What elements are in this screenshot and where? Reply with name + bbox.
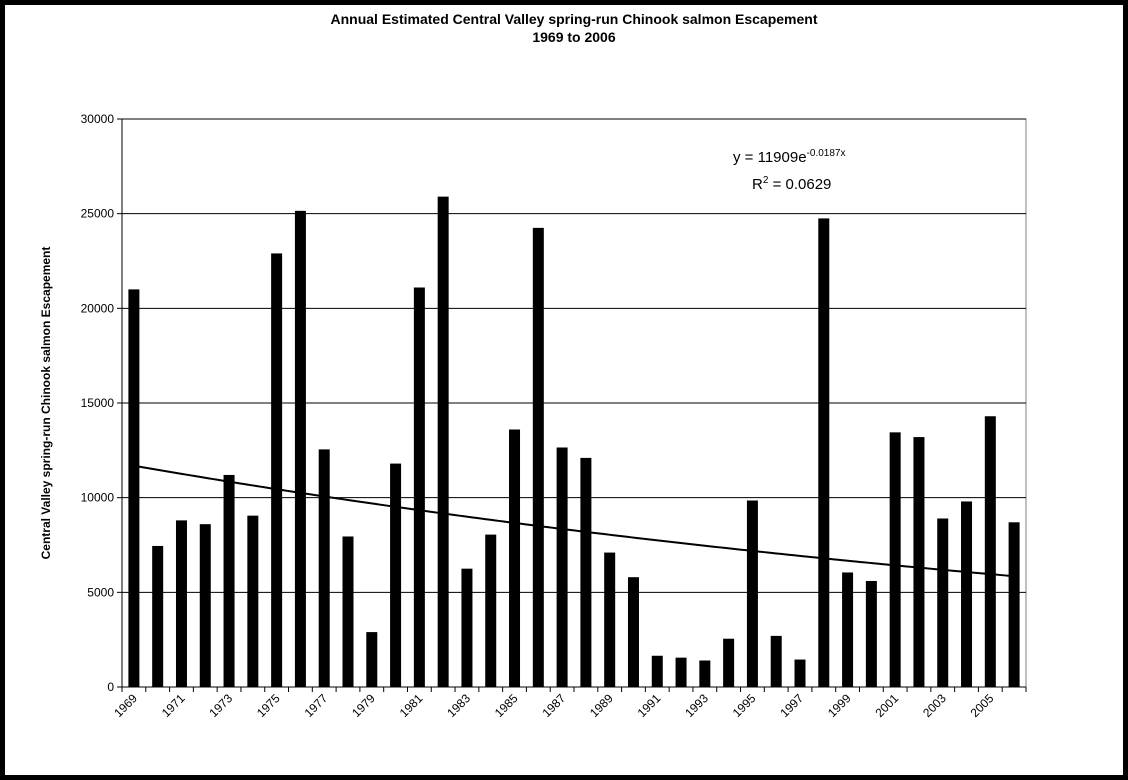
bar	[937, 518, 949, 687]
r-squared-label: R	[752, 176, 763, 193]
chart-title: Annual Estimated Central Valley spring-r…	[331, 11, 818, 27]
y-tick-label: 30000	[81, 112, 115, 126]
bar	[318, 449, 330, 687]
bar	[223, 474, 235, 687]
bar	[390, 463, 402, 687]
y-tick-label: 15000	[81, 396, 115, 410]
bar	[532, 227, 544, 687]
bar	[770, 635, 782, 687]
bar	[889, 432, 901, 687]
bar	[556, 447, 568, 687]
bar	[485, 534, 497, 687]
chart-subtitle: 1969 to 2006	[532, 29, 615, 45]
bar	[175, 520, 187, 687]
bar	[413, 287, 425, 687]
bar	[627, 577, 639, 687]
bar	[461, 568, 473, 687]
bar	[342, 536, 354, 687]
bar	[271, 253, 283, 687]
bar	[961, 501, 973, 687]
bar	[913, 437, 925, 687]
bar	[199, 524, 211, 687]
y-tick-label: 5000	[87, 585, 114, 599]
bar	[604, 552, 616, 687]
bar	[842, 572, 854, 687]
bar	[128, 289, 140, 687]
bar	[366, 632, 378, 687]
bar	[294, 210, 306, 687]
bar	[580, 457, 592, 687]
trend-r-squared: R2 = 0.0629	[752, 175, 831, 193]
bar	[723, 638, 735, 687]
trend-equation-base: y = 11909e	[733, 149, 807, 166]
bar	[699, 660, 711, 687]
bar	[651, 655, 663, 687]
bar	[152, 545, 164, 687]
y-tick-label: 0	[107, 680, 114, 694]
bar	[437, 196, 449, 688]
y-tick-label: 20000	[81, 301, 115, 315]
y-tick-label: 25000	[81, 207, 115, 221]
trend-equation: y = 11909e-0.0187x	[733, 148, 845, 166]
bar	[794, 659, 806, 687]
bar	[247, 515, 259, 687]
trendline	[133, 464, 1015, 578]
y-axis-label: Central Valley spring-run Chinook salmon…	[39, 247, 53, 560]
bar	[818, 218, 830, 687]
r-squared-sup: 2	[763, 175, 769, 186]
bar	[1008, 522, 1020, 687]
bar	[675, 657, 687, 687]
r-squared-value: = 0.0629	[768, 176, 831, 193]
y-tick-label: 10000	[81, 491, 115, 505]
bar	[509, 429, 521, 687]
trend-equation-exponent: -0.0187x	[807, 148, 846, 159]
bar	[865, 580, 877, 687]
bar	[984, 416, 996, 687]
bar	[746, 500, 758, 687]
